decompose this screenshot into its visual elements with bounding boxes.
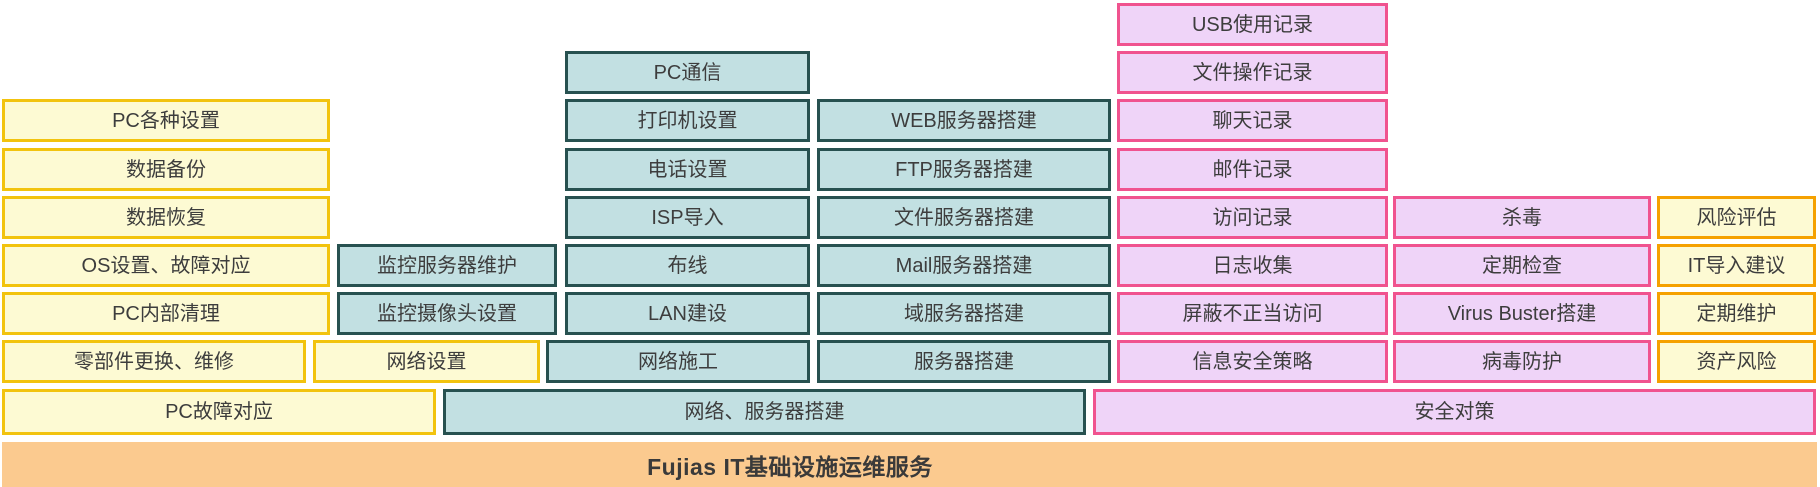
diagram-block: 访问记录 — [1117, 196, 1388, 239]
diagram-block: PC故障对应 — [2, 389, 436, 435]
diagram-block: FTP服务器搭建 — [817, 148, 1111, 191]
diagram-block: 网络设置 — [313, 340, 540, 383]
diagram-block: 数据恢复 — [2, 196, 330, 239]
diagram-block: 数据备份 — [2, 148, 330, 191]
diagram-block: 电话设置 — [565, 148, 810, 191]
diagram-block: 定期检查 — [1393, 244, 1651, 287]
diagram-block: 日志收集 — [1117, 244, 1388, 287]
diagram-block: 服务器搭建 — [817, 340, 1111, 383]
diagram-block: 监控摄像头设置 — [337, 292, 557, 335]
diagram-block: PC各种设置 — [2, 99, 330, 142]
diagram-block: 文件操作记录 — [1117, 51, 1388, 94]
diagram-block: 聊天记录 — [1117, 99, 1388, 142]
diagram-block: 定期维护 — [1657, 292, 1816, 335]
diagram-block: OS设置、故障对应 — [2, 244, 330, 287]
diagram-block: 网络、服务器搭建 — [443, 389, 1086, 435]
diagram-block: 邮件记录 — [1117, 148, 1388, 191]
diagram-block: ISP导入 — [565, 196, 810, 239]
diagram-block: 安全对策 — [1093, 389, 1816, 435]
diagram-block: 文件服务器搭建 — [817, 196, 1111, 239]
diagram-block: Mail服务器搭建 — [817, 244, 1111, 287]
diagram-block: PC内部清理 — [2, 292, 330, 335]
diagram-block: IT导入建议 — [1657, 244, 1816, 287]
diagram-block: PC通信 — [565, 51, 810, 94]
diagram-block: 风险评估 — [1657, 196, 1816, 239]
diagram-block: 病毒防护 — [1393, 340, 1651, 383]
diagram-block: Virus Buster搭建 — [1393, 292, 1651, 335]
diagram-block: 打印机设置 — [565, 99, 810, 142]
diagram-block: 资产风险 — [1657, 340, 1816, 383]
diagram-block: 域服务器搭建 — [817, 292, 1111, 335]
diagram-title: Fujias IT基础设施运维服务 — [647, 453, 933, 480]
diagram-block: 网络施工 — [546, 340, 810, 383]
footer-bar: Fujias IT基础设施运维服务 — [2, 442, 1817, 487]
diagram-block: 零部件更换、维修 — [2, 340, 306, 383]
diagram-block: 监控服务器维护 — [337, 244, 557, 287]
diagram-block: WEB服务器搭建 — [817, 99, 1111, 142]
diagram-block: USB使用记录 — [1117, 3, 1388, 46]
diagram-block: 杀毒 — [1393, 196, 1651, 239]
diagram-block: 布线 — [565, 244, 810, 287]
diagram-block: LAN建设 — [565, 292, 810, 335]
diagram-block: 屏蔽不正当访问 — [1117, 292, 1388, 335]
diagram-block: 信息安全策略 — [1117, 340, 1388, 383]
